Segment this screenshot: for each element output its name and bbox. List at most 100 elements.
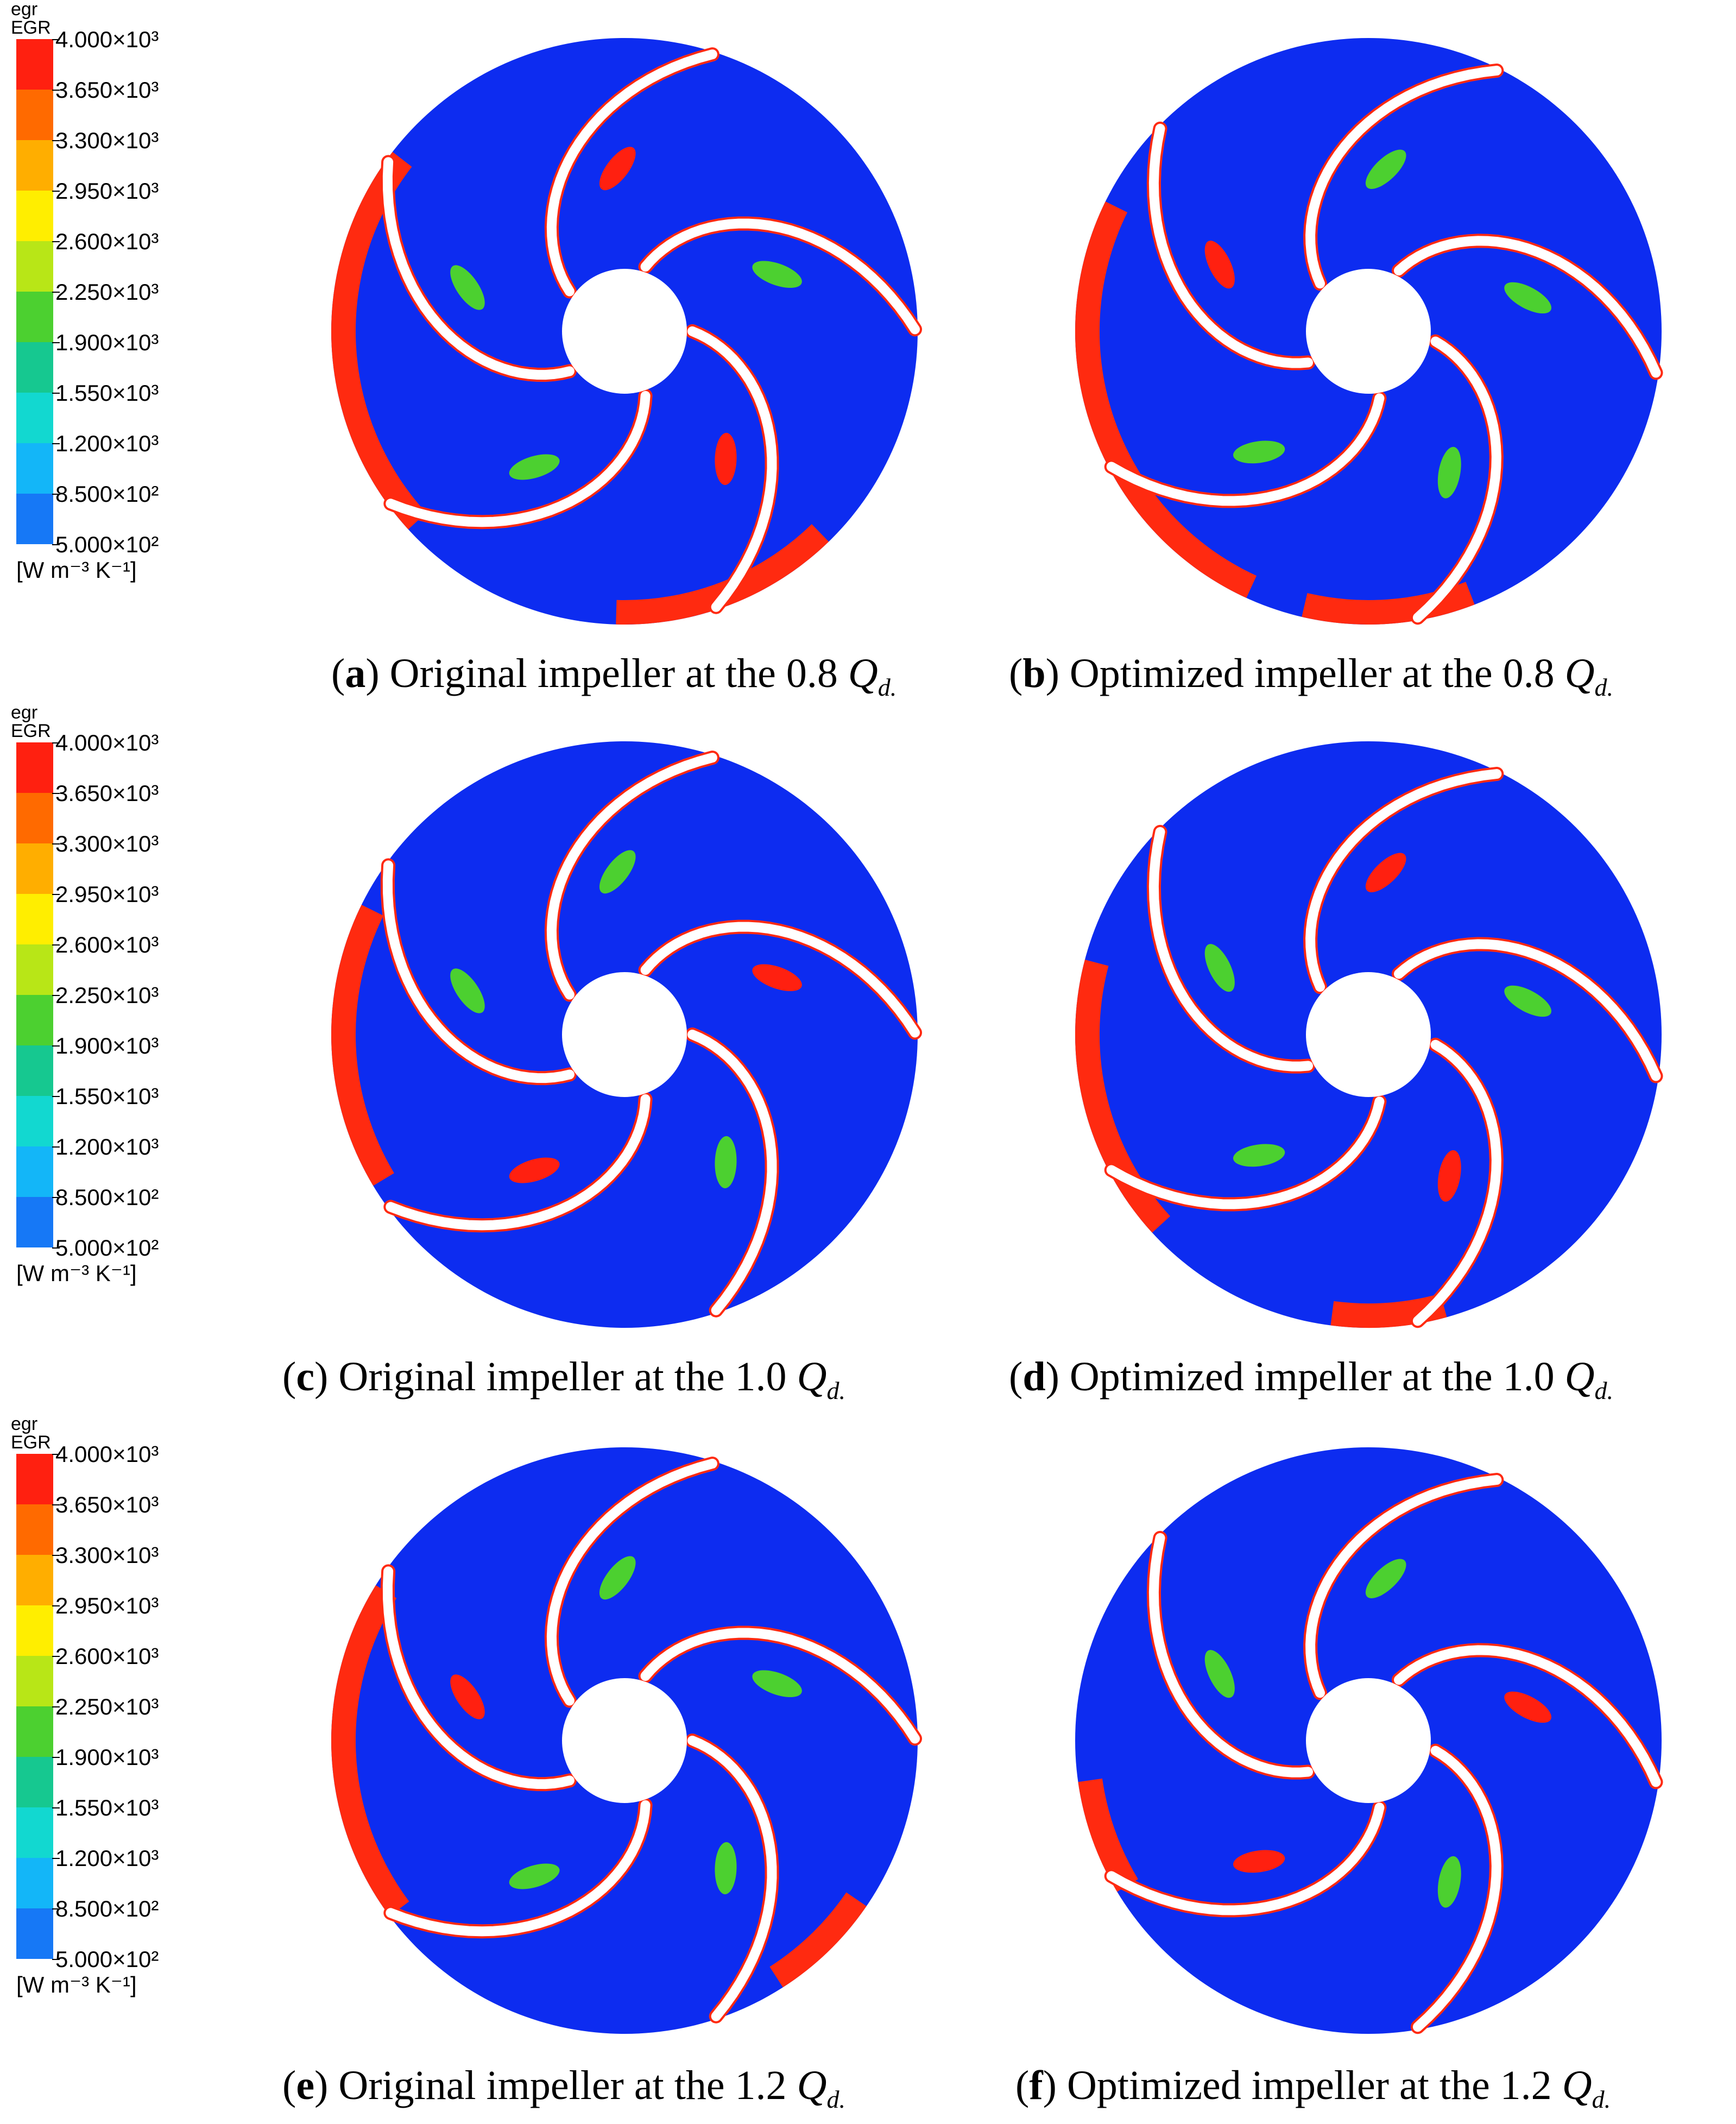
legend-tick-label: 1.200×10³	[52, 1845, 159, 1871]
impeller-blade	[1412, 1745, 1501, 2032]
contour-blob	[715, 1136, 737, 1188]
legend-variable-short: egr	[11, 1414, 38, 1434]
contour-panel-f	[1064, 1436, 1672, 2045]
impeller-contour	[331, 741, 922, 1328]
impeller-blade	[382, 1566, 575, 1789]
legend-tick-label: 2.600×10³	[52, 1643, 159, 1669]
contour-blob	[450, 968, 485, 1013]
contour-blob	[1365, 853, 1406, 892]
legend-tick-label: 8.500×10²	[52, 481, 159, 507]
contour-blob	[752, 964, 802, 992]
contour-blob	[1504, 985, 1551, 1017]
legend-tick-label: 1.900×10³	[52, 330, 159, 355]
impeller-hub	[562, 972, 687, 1097]
impeller-blade	[1412, 1039, 1501, 1326]
contour-panel-d	[1064, 730, 1672, 1339]
impeller-blade	[1394, 939, 1661, 1081]
legend-tick-label: 1.900×10³	[52, 1033, 159, 1058]
contour-blob	[715, 1842, 737, 1894]
impeller-blade	[687, 1736, 777, 2021]
legend-color-segment	[16, 241, 53, 292]
legend-color-bar	[16, 39, 53, 544]
impeller-blade	[1394, 236, 1661, 378]
legend-color-segment	[16, 1656, 53, 1706]
legend-color-segment	[16, 443, 53, 494]
contour-blob	[752, 1670, 802, 1698]
legend-variable-short: egr	[11, 0, 38, 20]
legend-tick-label: 2.950×10³	[52, 881, 159, 907]
legend-tick-label: 3.650×10³	[52, 77, 159, 103]
legend-tick-label: 2.950×10³	[52, 1593, 159, 1618]
legend-tick-label: 2.600×10³	[52, 932, 159, 957]
impeller-blade	[386, 390, 651, 527]
caption-b: (b) Optimized impeller at the 0.8 Qd.	[1009, 651, 1614, 702]
contour-blob	[509, 1863, 560, 1889]
legend-color-segment	[16, 342, 53, 393]
contour-blob	[1437, 1856, 1461, 1908]
impeller-blade	[1148, 1533, 1313, 1778]
impeller-blade	[687, 1030, 777, 1315]
legend-tick-label: 3.300×10³	[52, 1542, 159, 1568]
legend-tick-label: 8.500×10²	[52, 1896, 159, 1921]
high-egr-region	[769, 1892, 867, 1988]
contour-blob	[752, 261, 802, 288]
contour-blob	[1504, 282, 1551, 314]
legend-color-segment	[16, 843, 53, 894]
impeller-blade	[546, 753, 717, 1000]
impeller-blade	[1106, 1802, 1385, 1915]
contour-blob	[599, 850, 636, 894]
high-egr-region	[331, 1585, 409, 1917]
impeller-hub	[1306, 269, 1431, 394]
impeller-contour	[331, 38, 922, 625]
legend-tick-label: 1.550×10³	[52, 380, 159, 406]
high-egr-region	[331, 152, 426, 530]
contour-blob	[599, 147, 636, 191]
legend-tick-label: 1.200×10³	[52, 431, 159, 456]
contour-blob	[1504, 1691, 1551, 1723]
legend-tick-label: 2.250×10³	[52, 279, 159, 305]
impeller-hub	[562, 1678, 687, 1803]
impeller-blade	[386, 1094, 651, 1231]
impeller-blade	[1148, 123, 1313, 368]
legend-color-segment	[16, 191, 53, 241]
contour-blob	[1233, 1144, 1285, 1167]
contour-blob	[509, 454, 560, 480]
contour-panel-b	[1064, 27, 1672, 635]
impeller-blade	[382, 860, 575, 1083]
color-legend-row-3: egr EGR [W m⁻³ K⁻¹] 4.000×10³ 3.650×10³ 3.…	[11, 1414, 206, 1997]
legend-color-segment	[16, 742, 53, 793]
legend-variable-short: egr	[11, 702, 38, 723]
legend-variable-long: EGR	[11, 1432, 51, 1453]
legend-tick-label: 8.500×10²	[52, 1184, 159, 1210]
contour-blob	[450, 265, 485, 310]
color-legend-row-2: egr EGR [W m⁻³ K⁻¹] 4.000×10³ 3.650×10³ 3.…	[11, 702, 206, 1286]
legend-tick-label: 3.300×10³	[52, 128, 159, 153]
impeller-blade	[1106, 1096, 1385, 1209]
contour-blob	[1365, 149, 1406, 189]
impeller-blade	[382, 157, 575, 380]
legend-tick-label: 2.250×10³	[52, 1694, 159, 1719]
legend-tick-label: 2.250×10³	[52, 982, 159, 1008]
contour-blob	[1204, 1650, 1235, 1698]
impeller-contour	[1075, 38, 1663, 625]
legend-color-segment	[16, 1555, 53, 1605]
caption-c: (c) Original impeller at the 1.0 Qd.	[282, 1354, 845, 1405]
legend-color-segment	[16, 292, 53, 342]
high-egr-region	[616, 524, 829, 625]
impeller-blade	[1148, 827, 1313, 1072]
legend-color-segment	[16, 1706, 53, 1757]
legend-unit: [W m⁻³ K⁻¹]	[16, 1972, 137, 1997]
contour-blob	[1233, 1850, 1285, 1873]
caption-d: (d) Optimized impeller at the 1.0 Qd.	[1009, 1354, 1614, 1405]
contour-blob	[1204, 944, 1235, 992]
impeller-blade	[386, 1800, 651, 1937]
legend-color-segment	[16, 1908, 53, 1959]
legend-tick-label: 5.000×10²	[52, 532, 159, 557]
legend-color-segment	[16, 894, 53, 944]
legend-tick-label: 3.300×10³	[52, 831, 159, 856]
legend-color-segment	[16, 1807, 53, 1858]
high-egr-region	[331, 905, 394, 1186]
caption-a: (a) Original impeller at the 0.8 Qd.	[331, 651, 897, 702]
contour-blob	[1233, 440, 1285, 464]
legend-tick-label: 4.000×10³	[52, 1441, 159, 1467]
